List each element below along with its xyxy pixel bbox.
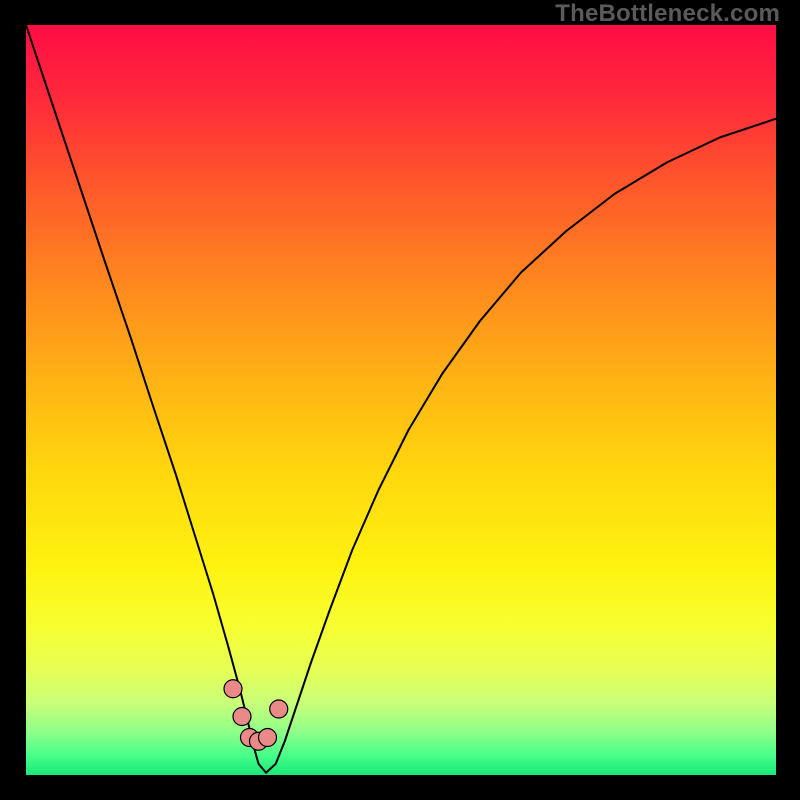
- bottleneck-curve: [26, 25, 776, 773]
- data-point: [233, 708, 251, 726]
- data-point: [270, 700, 288, 718]
- watermark-text: TheBottleneck.com: [555, 0, 780, 28]
- plot-area: [26, 25, 776, 775]
- outer-frame: TheBottleneck.com: [0, 0, 800, 800]
- data-point: [259, 729, 277, 747]
- data-point: [224, 680, 242, 698]
- curve-layer: [26, 25, 776, 775]
